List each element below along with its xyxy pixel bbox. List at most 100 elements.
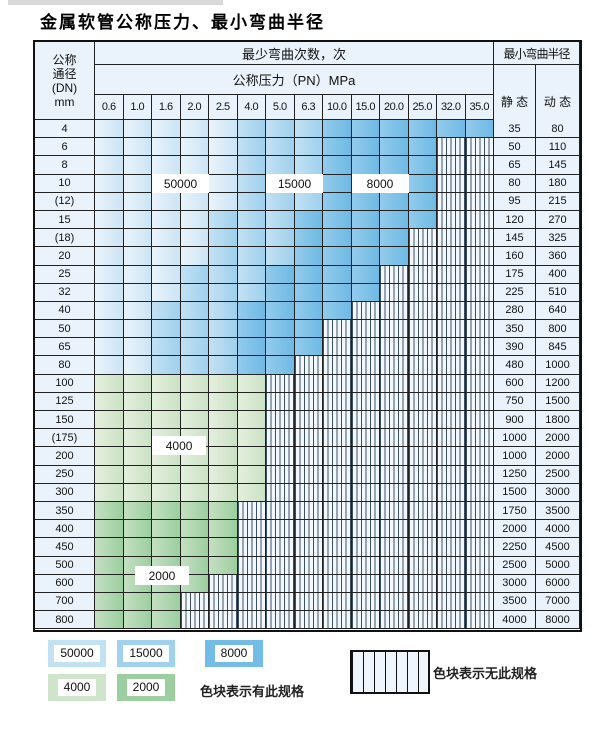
- legend-value-15000: 15000: [123, 645, 169, 662]
- dynamic-cell: 1200: [536, 374, 580, 393]
- spec-cell: [123, 247, 152, 266]
- static-cell: 145: [494, 229, 536, 248]
- no-spec-cell: [437, 574, 466, 593]
- spec-cell: [123, 447, 152, 466]
- no-spec-cell: [465, 501, 494, 521]
- spec-cell: [123, 392, 152, 411]
- static-cell: 120: [494, 210, 536, 230]
- no-spec-cell: [266, 392, 295, 411]
- dn-header-line1: 公称: [52, 52, 77, 67]
- static-cell: 480: [494, 356, 536, 375]
- spec-cell: [237, 301, 266, 321]
- no-spec-cell: [465, 356, 494, 375]
- spec-cell: [323, 174, 352, 193]
- spec-cell: [266, 192, 295, 211]
- spec-cell: [209, 429, 238, 448]
- spec-cell: [123, 483, 152, 502]
- static-cell: 2000: [494, 520, 536, 539]
- spec-cell: [95, 229, 124, 248]
- dn-header-line4: mm: [54, 94, 75, 109]
- spec-cell: [380, 247, 409, 266]
- spec-cell: [209, 301, 238, 321]
- zone-label-2000: 2000: [134, 566, 190, 586]
- static-cell: 900: [494, 411, 536, 430]
- spec-cell: [209, 447, 238, 466]
- spec-cell: [294, 138, 323, 157]
- dynamic-cell: 1000: [536, 356, 580, 375]
- no-spec-cell: [323, 611, 352, 630]
- no-spec-cell: [465, 156, 494, 175]
- spec-cell: [323, 120, 352, 139]
- spec-cell: [95, 338, 124, 357]
- spec-cell: [209, 483, 238, 502]
- pressure-tick: 20.0: [380, 95, 409, 120]
- dn-cell: 450: [35, 538, 95, 557]
- spec-cell: [180, 356, 209, 375]
- spec-cell: [95, 520, 124, 539]
- no-spec-cell: [237, 592, 266, 612]
- spec-cell: [351, 138, 380, 157]
- dn-cell: 20: [35, 247, 95, 266]
- no-spec-cell: [465, 411, 494, 430]
- no-spec-cell: [408, 265, 437, 284]
- spec-cell: [323, 156, 352, 175]
- no-spec-cell: [380, 483, 409, 502]
- legend-swatch-4000: 4000: [48, 674, 106, 701]
- no-spec-cell: [351, 447, 380, 466]
- no-spec-cell: [380, 283, 409, 302]
- spec-cell: [266, 283, 295, 302]
- spec-cell: [266, 210, 295, 230]
- dynamic-cell: 8000: [536, 611, 580, 630]
- no-spec-cell: [294, 447, 323, 466]
- no-spec-cell: [266, 592, 295, 612]
- no-spec-cell: [351, 483, 380, 502]
- spec-cell: [351, 210, 380, 230]
- spec-cell: [351, 229, 380, 248]
- static-cell: 1250: [494, 465, 536, 484]
- dynamic-cell: 180: [536, 174, 580, 193]
- spec-cell: [180, 229, 209, 248]
- no-spec-cell: [408, 429, 437, 448]
- no-spec-cell: [266, 520, 295, 539]
- no-spec-cell: [294, 574, 323, 593]
- dynamic-cell: 110: [536, 138, 580, 157]
- pressure-header: 公称压力（PN）MPa: [95, 65, 494, 95]
- no-spec-cell: [380, 592, 409, 612]
- spec-cell: [152, 301, 181, 321]
- spec-cell: [152, 247, 181, 266]
- zone-label-50000: 50000: [152, 174, 209, 194]
- dynamic-cell: 510: [536, 283, 580, 302]
- no-spec-cell: [323, 483, 352, 502]
- spec-cell: [408, 192, 437, 211]
- no-spec-cell: [465, 520, 494, 539]
- no-spec-cell: [351, 320, 380, 339]
- dynamic-cell: 5000: [536, 556, 580, 575]
- legend-swatch-8000: 8000: [205, 640, 263, 667]
- spec-cell: [152, 210, 181, 230]
- spec-cell: [180, 210, 209, 230]
- spec-cell: [152, 501, 181, 521]
- no-spec-cell: [380, 501, 409, 521]
- static-cell: 4000: [494, 611, 536, 630]
- spec-cell: [95, 138, 124, 157]
- no-spec-cell: [465, 392, 494, 411]
- pressure-tick: 5.0: [266, 95, 295, 120]
- no-spec-cell: [266, 429, 295, 448]
- dn-cell: 500: [35, 556, 95, 575]
- no-spec-cell: [465, 592, 494, 612]
- spec-cell: [180, 374, 209, 393]
- no-spec-cell: [323, 320, 352, 339]
- legend-value-8000: 8000: [214, 645, 254, 662]
- spec-cell: [95, 192, 124, 211]
- spec-cell: [237, 465, 266, 484]
- no-spec-cell: [437, 483, 466, 502]
- no-spec-cell: [351, 592, 380, 612]
- spec-cell: [209, 320, 238, 339]
- no-spec-cell: [465, 247, 494, 266]
- spec-cell: [209, 192, 238, 211]
- no-spec-cell: [437, 501, 466, 521]
- no-spec-cell: [465, 192, 494, 211]
- spec-cell: [209, 501, 238, 521]
- spec-cell: [152, 356, 181, 375]
- no-spec-cell: [180, 611, 209, 630]
